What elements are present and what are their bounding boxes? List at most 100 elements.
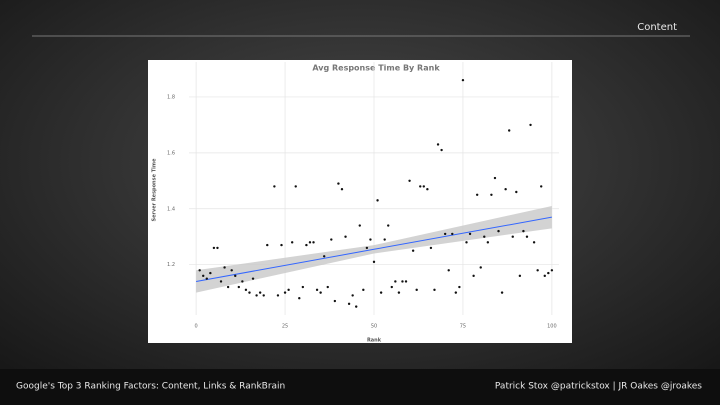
point bbox=[322, 255, 326, 258]
point bbox=[209, 271, 212, 275]
point bbox=[486, 241, 490, 244]
point bbox=[540, 185, 543, 188]
point bbox=[248, 291, 251, 294]
point bbox=[433, 288, 436, 292]
y-tick-label: 1.8 bbox=[167, 94, 175, 100]
footer-bar bbox=[0, 369, 720, 405]
point bbox=[305, 243, 308, 247]
point bbox=[362, 288, 365, 292]
header: Content bbox=[637, 22, 677, 33]
point bbox=[547, 271, 550, 275]
point bbox=[511, 235, 514, 238]
point bbox=[355, 305, 358, 308]
point bbox=[401, 280, 404, 283]
point bbox=[333, 299, 337, 303]
point bbox=[390, 285, 393, 289]
point bbox=[465, 241, 468, 244]
point bbox=[443, 232, 447, 236]
point bbox=[330, 238, 333, 241]
point bbox=[216, 246, 219, 250]
x-axis-label: Rank bbox=[367, 338, 382, 344]
point bbox=[326, 285, 329, 289]
point bbox=[290, 241, 294, 244]
y-tick-label: 1.4 bbox=[167, 206, 175, 212]
point bbox=[500, 291, 504, 294]
point bbox=[273, 185, 276, 188]
point bbox=[536, 269, 539, 272]
x-tick-label: 100 bbox=[547, 324, 557, 330]
point bbox=[198, 269, 201, 272]
chart-title: Avg Response Time By Rank bbox=[312, 64, 440, 73]
point bbox=[262, 294, 265, 297]
point bbox=[365, 246, 369, 250]
point bbox=[319, 291, 322, 294]
point bbox=[461, 78, 465, 82]
point bbox=[490, 193, 493, 196]
point bbox=[550, 269, 554, 272]
point bbox=[219, 280, 223, 283]
point bbox=[408, 179, 411, 183]
point bbox=[251, 277, 255, 280]
point bbox=[276, 294, 280, 297]
point bbox=[287, 288, 290, 292]
point bbox=[522, 229, 525, 233]
point bbox=[315, 288, 319, 292]
point bbox=[387, 224, 390, 227]
y-axis-label: Server Response Time bbox=[152, 158, 158, 222]
point bbox=[532, 241, 536, 244]
point bbox=[436, 143, 440, 146]
point bbox=[347, 302, 351, 306]
point bbox=[493, 176, 497, 180]
point bbox=[280, 243, 283, 247]
y-tick-label: 1.6 bbox=[167, 150, 175, 156]
chart-background bbox=[148, 60, 572, 343]
point bbox=[283, 291, 287, 294]
point bbox=[308, 241, 312, 244]
point bbox=[244, 288, 248, 292]
point bbox=[255, 294, 258, 297]
point bbox=[451, 232, 454, 236]
point bbox=[298, 297, 301, 300]
point bbox=[241, 280, 244, 283]
x-tick-label: 25 bbox=[282, 324, 288, 330]
point bbox=[230, 269, 233, 272]
point bbox=[379, 291, 383, 294]
point bbox=[226, 285, 230, 289]
point bbox=[234, 274, 237, 278]
point bbox=[394, 280, 397, 283]
point bbox=[411, 249, 415, 252]
x-tick-label: 75 bbox=[460, 324, 466, 330]
point bbox=[422, 185, 426, 188]
point bbox=[426, 187, 429, 191]
footer-right: Patrick Stox @patrickstox | JR Oakes @jr… bbox=[495, 382, 702, 392]
x-tick-label: 50 bbox=[371, 324, 377, 330]
point bbox=[266, 243, 269, 247]
point bbox=[404, 280, 408, 283]
point bbox=[475, 193, 479, 196]
point bbox=[543, 274, 546, 278]
point bbox=[301, 285, 305, 289]
point bbox=[237, 285, 241, 289]
point bbox=[372, 260, 376, 264]
point bbox=[472, 274, 475, 278]
point bbox=[202, 274, 205, 278]
point bbox=[415, 288, 418, 292]
point bbox=[525, 235, 529, 238]
point bbox=[518, 274, 522, 278]
point bbox=[294, 185, 297, 188]
point bbox=[429, 246, 433, 250]
point bbox=[337, 182, 340, 185]
point bbox=[468, 232, 472, 236]
point bbox=[383, 238, 386, 241]
point bbox=[397, 291, 401, 294]
point bbox=[440, 148, 443, 152]
x-tick-label: 0 bbox=[195, 324, 198, 330]
point bbox=[507, 129, 511, 132]
point bbox=[258, 291, 262, 294]
point bbox=[515, 190, 518, 194]
point bbox=[344, 235, 347, 238]
point bbox=[351, 294, 354, 297]
point bbox=[497, 229, 500, 233]
point bbox=[504, 187, 507, 191]
